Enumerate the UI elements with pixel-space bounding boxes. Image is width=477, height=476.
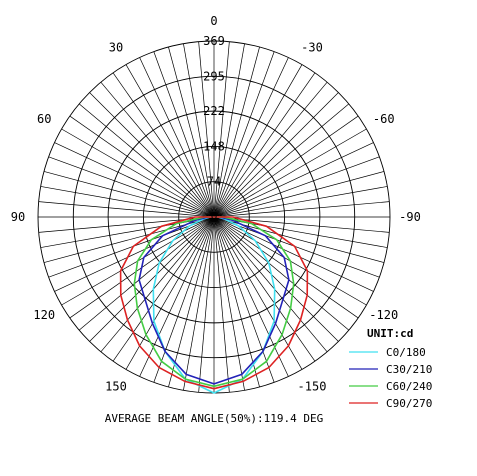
grid-spoke — [213, 51, 275, 218]
grid-spoke — [168, 46, 215, 218]
grid-spoke — [213, 43, 245, 218]
grid-spoke — [213, 216, 260, 388]
angle-labels: 0 -30 -60 -90 -120 -150 150 120 90 60 30 — [11, 14, 421, 394]
grid-spoke — [153, 216, 215, 383]
grid-spoke — [213, 201, 390, 218]
grid-spoke — [100, 81, 215, 218]
angle-label: 90 — [11, 210, 25, 224]
grid-spoke — [69, 115, 215, 218]
series-curve-c0-180 — [152, 216, 276, 394]
grid-spoke — [38, 201, 215, 218]
grid-spoke — [100, 216, 215, 353]
grid-spoke — [213, 216, 275, 383]
grid-spoke — [183, 216, 215, 391]
grid-spoke — [213, 216, 380, 278]
grid-spoke — [213, 41, 230, 218]
grid-spoke — [112, 216, 215, 362]
grid-spoke — [213, 216, 316, 362]
grid-spoke — [213, 216, 350, 331]
grid-spoke — [139, 216, 215, 377]
grid-spoke — [213, 92, 339, 218]
grid-spoke — [198, 41, 215, 218]
grid-spoke — [213, 216, 289, 377]
grid-spoke — [213, 142, 374, 218]
grid-spoke — [213, 64, 303, 218]
angle-label: -60 — [373, 112, 395, 126]
grid-spoke — [125, 216, 215, 370]
radial-tick-label: 222 — [203, 104, 225, 118]
legend-label: C0/180 — [386, 346, 426, 359]
radial-tick-label: 295 — [203, 69, 225, 83]
legend: UNIT:cd C0/180 C30/210 C60/240 C90/270 — [349, 327, 432, 410]
legend-label: C60/240 — [386, 380, 432, 393]
grid-spoke — [48, 156, 215, 218]
grid-spoke — [125, 64, 215, 218]
angle-label: 30 — [109, 40, 123, 54]
angle-label: -30 — [301, 40, 323, 54]
angle-label: -150 — [298, 380, 327, 394]
grid-spoke — [213, 216, 230, 393]
grid-spoke — [183, 43, 215, 218]
grid-spoke — [213, 81, 328, 218]
grid-spoke — [213, 216, 374, 292]
legend-label: C90/270 — [386, 397, 432, 410]
grid-spoke — [153, 51, 215, 218]
grid-spoke — [78, 216, 215, 331]
angle-label: 120 — [33, 308, 55, 322]
grid-spoke — [213, 216, 245, 391]
angle-label: 60 — [37, 112, 51, 126]
grid-spoke — [213, 46, 260, 218]
grid-spoke — [112, 72, 215, 218]
grid-spoke — [48, 216, 215, 278]
grid-spoke — [54, 142, 215, 218]
grid-spoke — [213, 171, 385, 218]
series-curve-c30-210 — [138, 216, 290, 385]
angle-label: -90 — [399, 210, 421, 224]
unit-label: UNIT:cd — [367, 327, 413, 340]
center-label: 0 — [211, 210, 218, 223]
grid-spoke — [213, 57, 289, 218]
grid-spoke — [213, 115, 359, 218]
grid-spoke — [198, 216, 215, 393]
grid-spoke — [89, 92, 215, 218]
grid-spoke — [78, 103, 215, 218]
angle-label: -120 — [369, 308, 398, 322]
grid-spoke — [54, 216, 215, 292]
grid-spoke — [168, 216, 215, 388]
grid-spoke — [213, 103, 350, 218]
series-curve-c90-270 — [119, 216, 309, 390]
grid-spoke — [213, 186, 388, 218]
grid-spoke — [43, 171, 215, 218]
grid-spoke — [213, 216, 328, 353]
series-curve-c60-240 — [133, 216, 295, 388]
grid-spoke — [40, 186, 215, 218]
radial-tick-labels: 74 148 222 295 369 0 — [203, 34, 225, 223]
grid-spoke — [213, 128, 367, 218]
grid-spoke — [89, 216, 215, 342]
grid-spoke — [213, 72, 316, 218]
radial-tick-label: 369 — [203, 34, 225, 48]
grid-spoke — [213, 216, 339, 342]
angle-label: 0 — [210, 14, 217, 28]
grid-spoke — [213, 216, 303, 370]
intensity-curves — [119, 216, 309, 394]
grid-spoke — [61, 128, 215, 218]
grid-spoke — [139, 57, 215, 218]
beam-angle-footer: AVERAGE BEAM ANGLE(50%):119.4 DEG — [105, 412, 324, 425]
legend-label: C30/210 — [386, 363, 432, 376]
radial-tick-label: 148 — [203, 139, 225, 153]
angle-label: 150 — [105, 380, 127, 394]
radial-tick-label: 74 — [207, 175, 221, 189]
grid-spoke — [213, 156, 380, 218]
